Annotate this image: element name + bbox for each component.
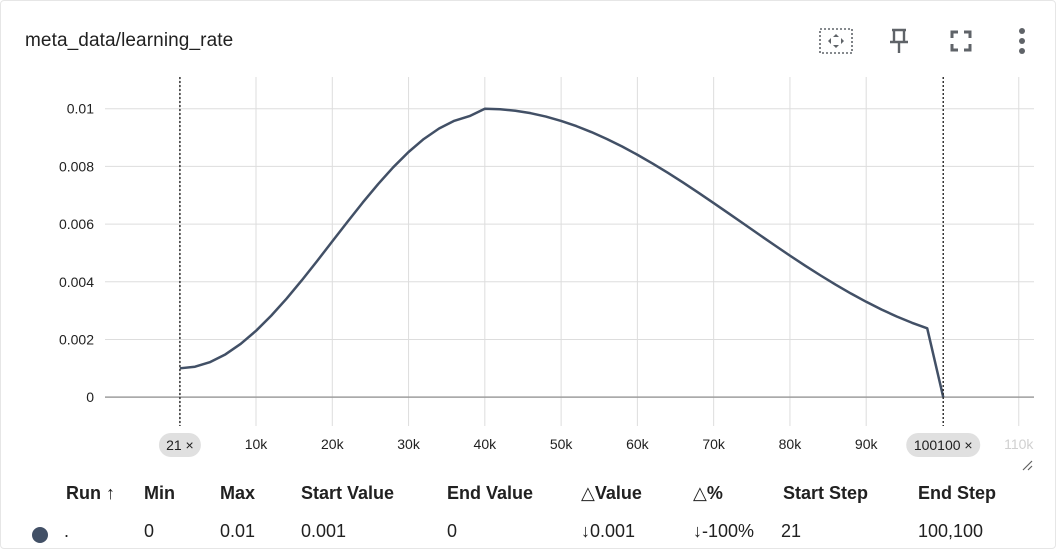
more-options-button[interactable] xyxy=(1005,23,1039,59)
x-tick-label: 50k xyxy=(550,436,574,452)
y-tick-label: 0 xyxy=(86,389,94,405)
range-chip-bg xyxy=(906,433,981,457)
cell-start-value: 0.001 xyxy=(301,521,347,541)
x-tick-label: 70k xyxy=(702,436,726,452)
range-marker-chip[interactable]: 100100 × xyxy=(906,433,981,457)
cell-start-step: 21 xyxy=(781,521,802,541)
col-header-min[interactable]: Min xyxy=(144,483,175,503)
col-header-max[interactable]: Max xyxy=(220,483,256,503)
line-chart[interactable]: 00.0020.0040.0060.0080.010k10k20k30k40k5… xyxy=(1,1,1055,471)
y-tick-label: 0.008 xyxy=(59,158,94,174)
col-header-start-step[interactable]: Start Step xyxy=(783,483,869,503)
x-tick-label: 90k xyxy=(855,436,879,452)
fit-domain-button[interactable] xyxy=(817,23,855,59)
range-marker-chip[interactable]: 21 × xyxy=(158,433,201,457)
y-tick-label: 0.002 xyxy=(59,331,94,347)
cell-end-value: 0 xyxy=(447,521,458,541)
run-color-dot xyxy=(32,527,48,543)
col-header-end-step[interactable]: End Step xyxy=(918,483,997,503)
col-header-end-value[interactable]: End Value xyxy=(447,483,534,503)
series-line xyxy=(179,107,945,398)
pin-icon xyxy=(890,28,908,53)
col-header-run[interactable]: Run ↑ xyxy=(66,483,115,503)
cell-max: 0.01 xyxy=(220,521,256,541)
y-tick-label: 0.01 xyxy=(67,101,94,117)
cell-delta-value: ↓0.001 xyxy=(581,521,636,541)
x-tick-label: 60k xyxy=(626,436,650,452)
range-chip-bg xyxy=(158,433,201,457)
x-tick-label: 30k xyxy=(397,436,421,452)
col-header-delta-value[interactable]: △Value xyxy=(581,483,642,503)
card-title: meta_data/learning_rate xyxy=(25,30,234,51)
cell-run: . xyxy=(64,521,70,541)
fit-domain-icon xyxy=(819,28,853,54)
x-tick-label: 80k xyxy=(779,436,803,452)
x-tick-label: 40k xyxy=(474,436,498,452)
fullscreen-button[interactable] xyxy=(943,23,979,59)
cell-min: 0 xyxy=(144,521,155,541)
x-tick-label: 10k xyxy=(245,436,269,452)
resize-handle-icon[interactable] xyxy=(1021,459,1033,471)
col-header-delta-pct[interactable]: △% xyxy=(693,483,723,503)
y-tick-label: 0.006 xyxy=(59,216,94,232)
y-tick-label: 0.004 xyxy=(59,274,94,290)
more-vert-icon xyxy=(1019,28,1025,54)
x-tick-label: 20k xyxy=(321,436,345,452)
x-tick-label: 110k xyxy=(1004,436,1034,452)
range-chip-label: 100100 × xyxy=(914,437,973,453)
range-chip-label: 21 × xyxy=(166,437,194,453)
fullscreen-icon xyxy=(950,30,972,52)
pin-button[interactable] xyxy=(881,23,917,59)
col-header-start-value[interactable]: Start Value xyxy=(301,483,395,503)
cell-end-step: 100,100 xyxy=(918,521,984,541)
cell-delta-pct: ↓-100% xyxy=(693,521,755,541)
